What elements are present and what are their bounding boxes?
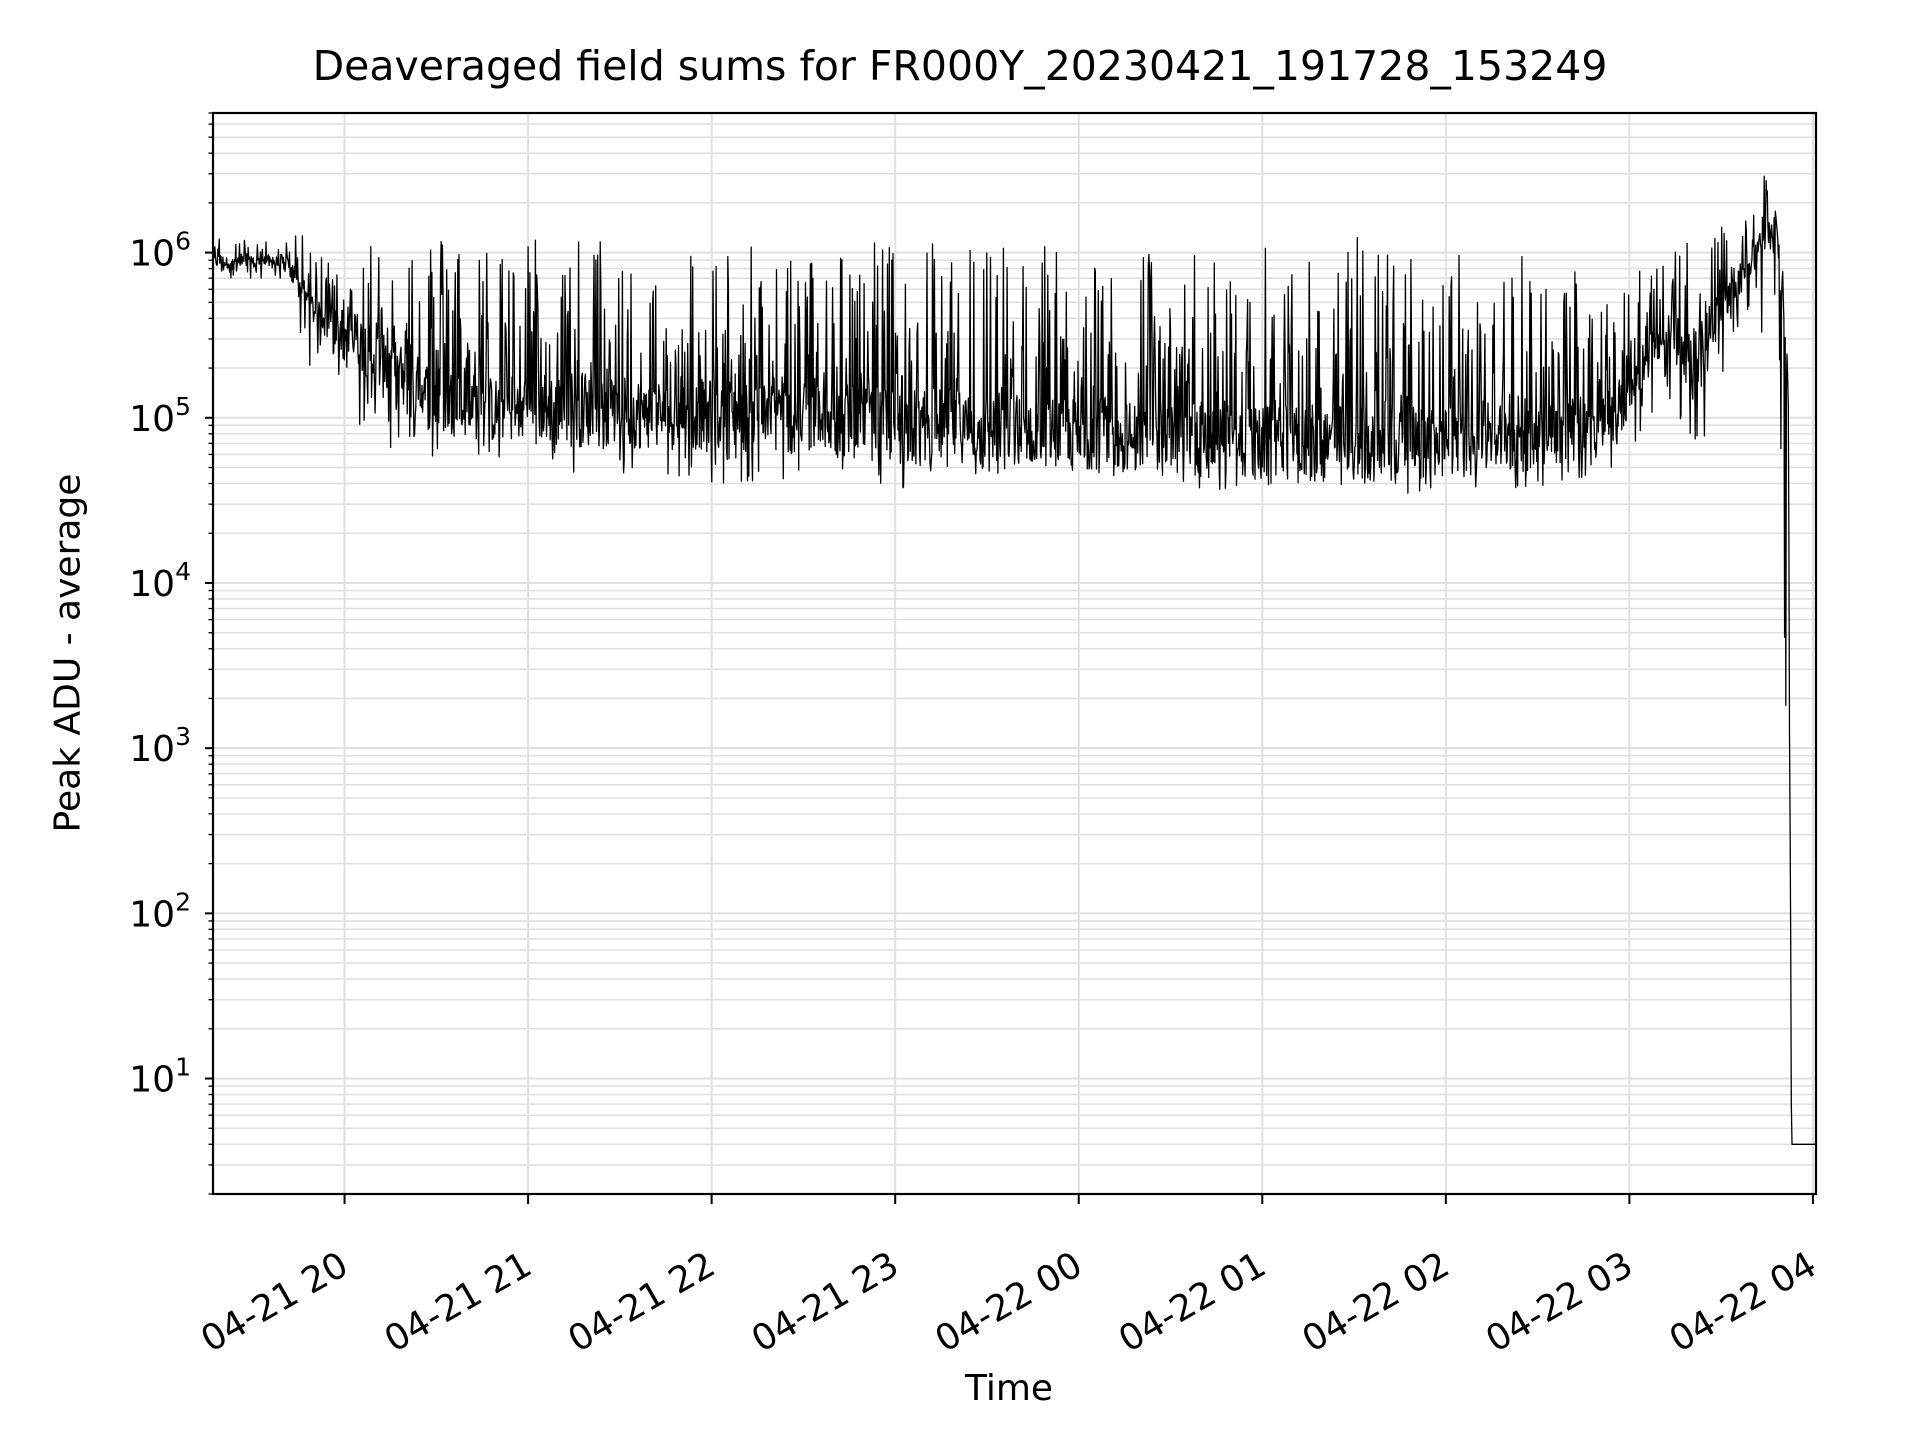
x-tick-label: 04-22 03 xyxy=(1479,1244,1640,1360)
y-tick-label: 106 xyxy=(129,227,191,275)
y-tick-base: 10 xyxy=(129,1060,175,1101)
plot-frame xyxy=(211,111,1818,1196)
x-tick-label: 04-22 00 xyxy=(929,1244,1090,1360)
y-tick-label: 103 xyxy=(129,722,191,770)
x-axis-label: Time xyxy=(964,1368,1054,1409)
y-tick-exponent: 6 xyxy=(175,227,191,256)
y-tick-label: 105 xyxy=(129,392,191,440)
y-tick-exponent: 2 xyxy=(175,887,191,916)
y-tick-base: 10 xyxy=(129,399,175,440)
y-tick-exponent: 3 xyxy=(175,722,191,751)
y-tick-exponent: 4 xyxy=(175,557,191,586)
x-tick-label: 04-21 20 xyxy=(194,1244,355,1360)
y-tick-exponent: 1 xyxy=(175,1053,191,1082)
y-tick-base: 10 xyxy=(129,234,175,275)
x-tick-label: 04-22 01 xyxy=(1112,1244,1273,1360)
y-tick-base: 10 xyxy=(129,564,175,605)
y-tick-label: 101 xyxy=(129,1053,191,1101)
y-tick-label: 102 xyxy=(129,887,191,935)
y-tick-label: 104 xyxy=(129,557,191,605)
y-tick-exponent: 5 xyxy=(175,392,191,421)
x-tick-label: 04-21 21 xyxy=(378,1244,539,1360)
x-tick-label: 04-22 04 xyxy=(1663,1244,1824,1360)
x-tick-label: 04-21 23 xyxy=(745,1244,906,1360)
y-tick-base: 10 xyxy=(129,729,175,770)
series-layer xyxy=(212,175,1817,1145)
x-tick-label: 04-21 22 xyxy=(561,1244,722,1360)
series-line xyxy=(212,175,1817,1145)
chart-title: Deaveraged field sums for FR000Y_2023042… xyxy=(312,42,1608,90)
x-tick-label: 04-22 02 xyxy=(1296,1244,1457,1360)
y-tick-base: 10 xyxy=(129,894,175,935)
